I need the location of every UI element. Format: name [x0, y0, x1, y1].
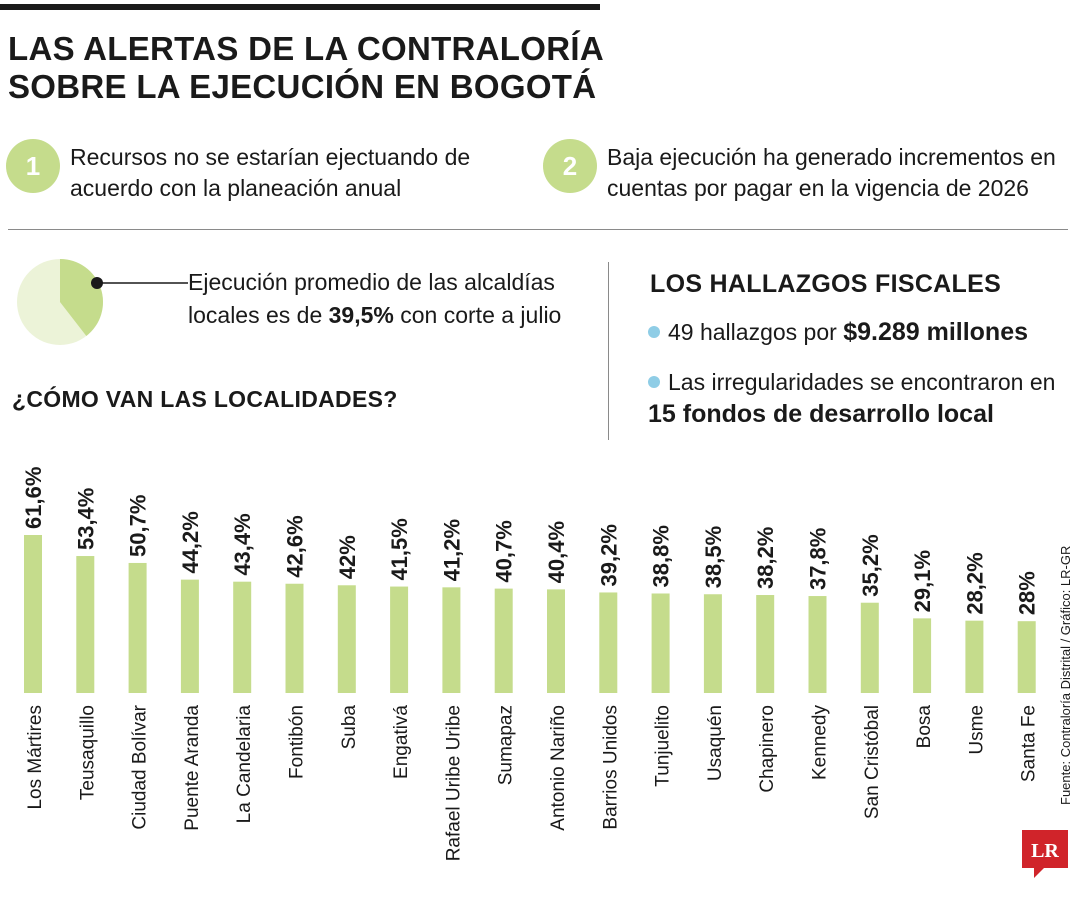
title-line-1: LAS ALERTAS DE LA CONTRALORÍA: [8, 30, 604, 67]
bar-4: [233, 581, 252, 693]
top-rule: [0, 4, 600, 10]
bar-value-label-18: 28,2%: [962, 552, 987, 614]
bar-12: [651, 593, 670, 693]
pie-note: Ejecución promedio de las alcaldías loca…: [188, 266, 561, 332]
bar-value-label-13: 38,5%: [701, 526, 726, 588]
bar-value-label-16: 35,2%: [858, 534, 883, 596]
findings-title: LOS HALLAZGOS FISCALES: [650, 270, 1002, 298]
bar-value-label-6: 42%: [335, 535, 360, 579]
category-label-3: Puente Aranda: [182, 705, 203, 831]
category-label-18: Usme: [966, 705, 987, 755]
average-execution-pie: [17, 259, 188, 345]
finding-2-text: Las irregularidades se encontraron en: [668, 369, 1056, 395]
bar-value-label-15: 37,8%: [806, 528, 831, 590]
bar-18: [965, 620, 984, 693]
page-title: LAS ALERTAS DE LA CONTRALORÍA SOBRE LA E…: [8, 30, 604, 106]
category-label-7: Engativá: [391, 705, 412, 779]
pie-note-suffix: con corte a julio: [393, 302, 562, 328]
bar-value-label-11: 39,2%: [596, 524, 621, 586]
category-label-4: La Candelaria: [234, 705, 255, 824]
bar-value-label-17: 29,1%: [910, 550, 935, 612]
bar-value-label-10: 40,4%: [544, 521, 569, 583]
bar-6: [337, 585, 356, 693]
bar-14: [756, 595, 775, 693]
category-label-11: Barrios Unidos: [600, 705, 621, 830]
bar-2: [128, 562, 147, 693]
alert-2-line-1: Baja ejecución ha generado incrementos e…: [607, 144, 1056, 170]
bullet-icon: [648, 375, 660, 388]
category-label-16: San Cristóbal: [862, 705, 883, 819]
bar-value-label-12: 38,8%: [649, 525, 674, 587]
bar-value-label-9: 40,7%: [492, 520, 517, 582]
pie-note-prefix: locales es de: [188, 302, 329, 328]
bar-1: [76, 556, 95, 693]
category-label-9: Sumapaz: [496, 705, 517, 785]
category-label-5: Fontibón: [287, 705, 308, 779]
alert-2-text: Baja ejecución ha generado incrementos e…: [607, 142, 1056, 204]
bar-value-label-2: 50,7%: [126, 495, 151, 557]
category-label-17: Bosa: [914, 705, 935, 749]
bar-value-label-19: 28%: [1015, 571, 1040, 615]
bar-value-label-7: 41,5%: [387, 518, 412, 580]
section-divider: [8, 229, 1068, 230]
category-label-6: Suba: [339, 705, 360, 750]
bar-value-label-4: 43,4%: [230, 513, 255, 575]
bar-value-label-0: 61,6%: [21, 467, 46, 529]
bar-0: [24, 535, 42, 693]
category-label-15: Kennedy: [810, 705, 831, 781]
alert-2-badge: 2: [543, 139, 597, 193]
category-label-12: Tunjuelito: [653, 705, 674, 787]
localities-bar-chart: 61,6% Los Mártires 53,4% Teusaquillo 50,7% Ci…: [21, 467, 1040, 862]
bar-value-label-14: 38,2%: [753, 527, 778, 589]
alert-2-line-2: cuentas por pagar en la vigencia de 2026: [607, 175, 1029, 201]
logo-text: LR: [1031, 840, 1059, 862]
category-label-19: Santa Fe: [1019, 705, 1040, 782]
bar-13: [703, 594, 722, 693]
pie-executed-slice: [60, 259, 104, 336]
alert-1-line-1: Recursos no se estarían ejectuando de: [70, 144, 471, 170]
category-label-10: Antonio Nariño: [548, 705, 569, 831]
bar-value-label-1: 53,4%: [73, 488, 98, 550]
bar-value-label-8: 41,2%: [439, 519, 464, 581]
bar-11: [599, 592, 618, 693]
finding-item-1: 49 hallazgos por $9.289 millones: [648, 316, 1028, 348]
category-label-8: Rafael Uribe Uribe: [443, 705, 464, 861]
column-divider: [608, 262, 609, 440]
finding-1-text: 49 hallazgos por: [668, 319, 844, 345]
finding-2-funds: 15 fondos de desarrollo local: [648, 400, 994, 428]
title-line-2: SOBRE LA EJECUCIÓN EN BOGOTÁ: [8, 68, 597, 105]
bar-7: [390, 586, 409, 693]
bar-8: [442, 587, 461, 693]
bar-16: [860, 602, 879, 693]
bar-3: [180, 579, 199, 693]
pie-leader-dot: [91, 277, 103, 289]
finding-item-2: Las irregularidades se encontraron en 15…: [648, 366, 1055, 430]
alert-1-badge: 1: [6, 139, 60, 193]
category-label-0: Los Mártires: [25, 705, 46, 810]
localities-title: ¿CÓMO VAN LAS LOCALIDADES?: [12, 386, 398, 412]
source-note: Fuente: Contraloría Distrital / Gráfico:…: [1058, 545, 1073, 805]
finding-1-amount: $9.289 millones: [843, 318, 1029, 346]
pie-note-value: 39,5%: [328, 302, 394, 328]
alert-1-line-2: acuerdo con la planeación anual: [70, 175, 402, 201]
bar-9: [494, 588, 513, 693]
bar-10: [547, 589, 565, 693]
bar-value-label-5: 42,6%: [283, 515, 308, 577]
category-label-14: Chapinero: [757, 705, 778, 793]
category-label-13: Usaquén: [705, 705, 726, 781]
bar-value-label-3: 44,2%: [178, 511, 203, 573]
category-label-2: Ciudad Bolívar: [130, 704, 151, 829]
bar-5: [285, 583, 304, 693]
pie-note-line-1: Ejecución promedio de las alcaldías: [188, 269, 555, 295]
bar-15: [808, 596, 827, 693]
bar-19: [1017, 621, 1036, 693]
bullet-icon: [648, 325, 660, 338]
alert-1-text: Recursos no se estarían ejectuando de ac…: [70, 142, 470, 204]
category-label-1: Teusaquillo: [77, 705, 98, 800]
lr-logo-icon: LR: [1022, 830, 1068, 878]
bar-17: [913, 618, 932, 693]
